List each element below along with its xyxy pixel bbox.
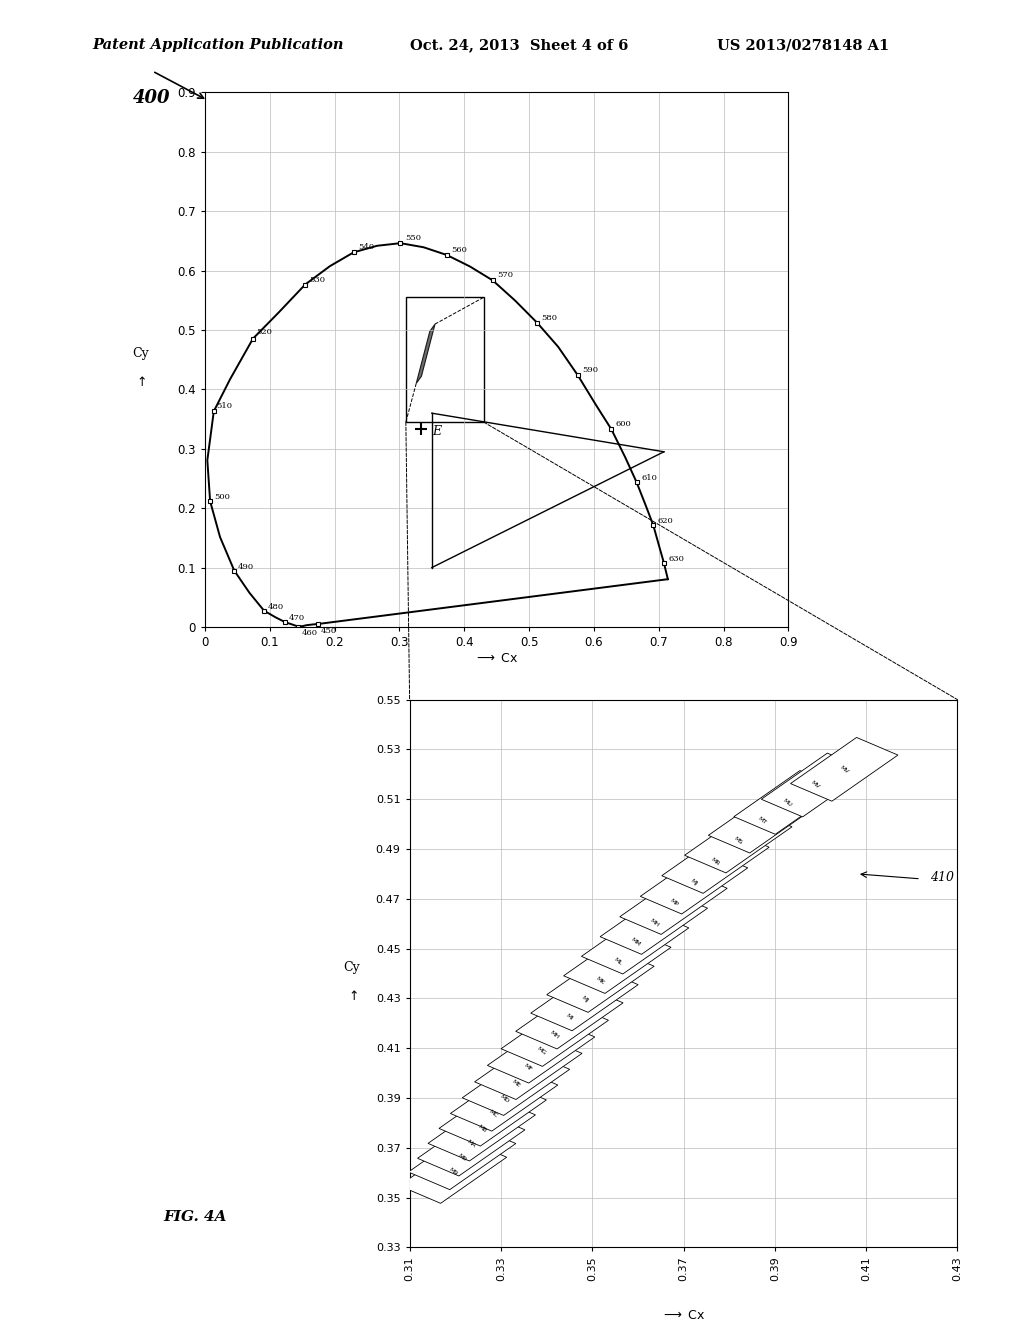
Text: US 2013/0278148 A1: US 2013/0278148 A1 [717,38,889,53]
Polygon shape [600,891,708,954]
Polygon shape [709,789,816,853]
Bar [406,297,483,422]
Polygon shape [761,754,868,817]
Text: FIG. 4A: FIG. 4A [164,1210,227,1224]
Polygon shape [734,771,842,834]
Text: ME: ME [511,1078,521,1089]
Text: MD: MD [499,1094,510,1105]
Polygon shape [462,1052,569,1115]
Text: 460: 460 [301,630,317,638]
Text: MV: MV [810,780,820,789]
Text: MB: MB [476,1125,487,1134]
Polygon shape [416,323,435,383]
Text: Oct. 24, 2013  Sheet 4 of 6: Oct. 24, 2013 Sheet 4 of 6 [410,38,628,53]
Text: $\uparrow$: $\uparrow$ [134,359,146,389]
Polygon shape [620,871,727,935]
Text: 520: 520 [256,327,272,335]
X-axis label: $\longrightarrow$ Cx: $\longrightarrow$ Cx [474,652,519,665]
Text: 590: 590 [583,367,598,375]
Text: 550: 550 [404,234,421,242]
Polygon shape [474,1036,582,1100]
Text: MH: MH [549,1030,560,1040]
Text: 560: 560 [452,246,467,253]
Text: MA: MA [466,1139,476,1148]
Text: MJ: MJ [580,995,589,1003]
Polygon shape [530,968,638,1031]
Text: 400: 400 [133,88,171,107]
Text: M9: M9 [457,1152,467,1163]
X-axis label: $\longrightarrow$ Cx: $\longrightarrow$ Cx [662,1309,706,1320]
Text: $\uparrow$: $\uparrow$ [346,974,358,1003]
Polygon shape [547,949,654,1012]
Text: MH: MH [648,917,659,928]
Polygon shape [439,1082,547,1146]
Polygon shape [685,809,792,873]
Polygon shape [640,850,748,913]
Text: E: E [432,425,441,438]
Text: 630: 630 [669,554,684,562]
Text: MG: MG [536,1045,547,1056]
Polygon shape [487,1019,595,1082]
Text: MJ: MJ [689,878,698,886]
Polygon shape [501,1003,608,1067]
Text: 510: 510 [216,403,232,411]
Text: MP: MP [669,898,679,907]
Text: MV: MV [839,764,850,775]
Text: Patent Application Publication: Patent Application Publication [92,38,344,53]
Polygon shape [662,829,769,894]
Polygon shape [582,911,689,974]
Polygon shape [451,1068,558,1131]
Text: 610: 610 [641,474,657,482]
Text: Cy: Cy [344,961,360,974]
Polygon shape [399,1139,507,1204]
Text: M9: M9 [447,1167,458,1176]
Text: ML: ML [612,957,623,966]
Text: MC: MC [487,1109,498,1119]
Text: MI: MI [565,1012,573,1022]
Text: 540: 540 [358,243,375,251]
Text: MF: MF [523,1063,534,1072]
Polygon shape [418,1113,525,1176]
Text: MM: MM [630,937,641,948]
Polygon shape [563,929,671,994]
Text: 470: 470 [289,615,305,623]
Text: 600: 600 [616,420,632,429]
Text: 580: 580 [542,314,558,322]
Text: Cy: Cy [132,347,148,359]
Text: MT: MT [757,816,767,826]
Text: 410: 410 [930,871,954,884]
Text: 620: 620 [657,517,674,525]
Text: 490: 490 [239,562,254,570]
Text: MK: MK [595,975,606,985]
Text: 480: 480 [267,603,284,611]
Text: MU: MU [782,797,793,808]
Text: MS: MS [733,836,743,846]
Text: 570: 570 [498,272,513,280]
Polygon shape [409,1126,516,1189]
Polygon shape [428,1097,536,1162]
Text: 450: 450 [321,627,337,635]
Text: MR: MR [711,857,721,866]
Text: 530: 530 [309,276,326,284]
Polygon shape [516,985,623,1049]
Text: 500: 500 [214,494,229,502]
Polygon shape [791,738,898,801]
